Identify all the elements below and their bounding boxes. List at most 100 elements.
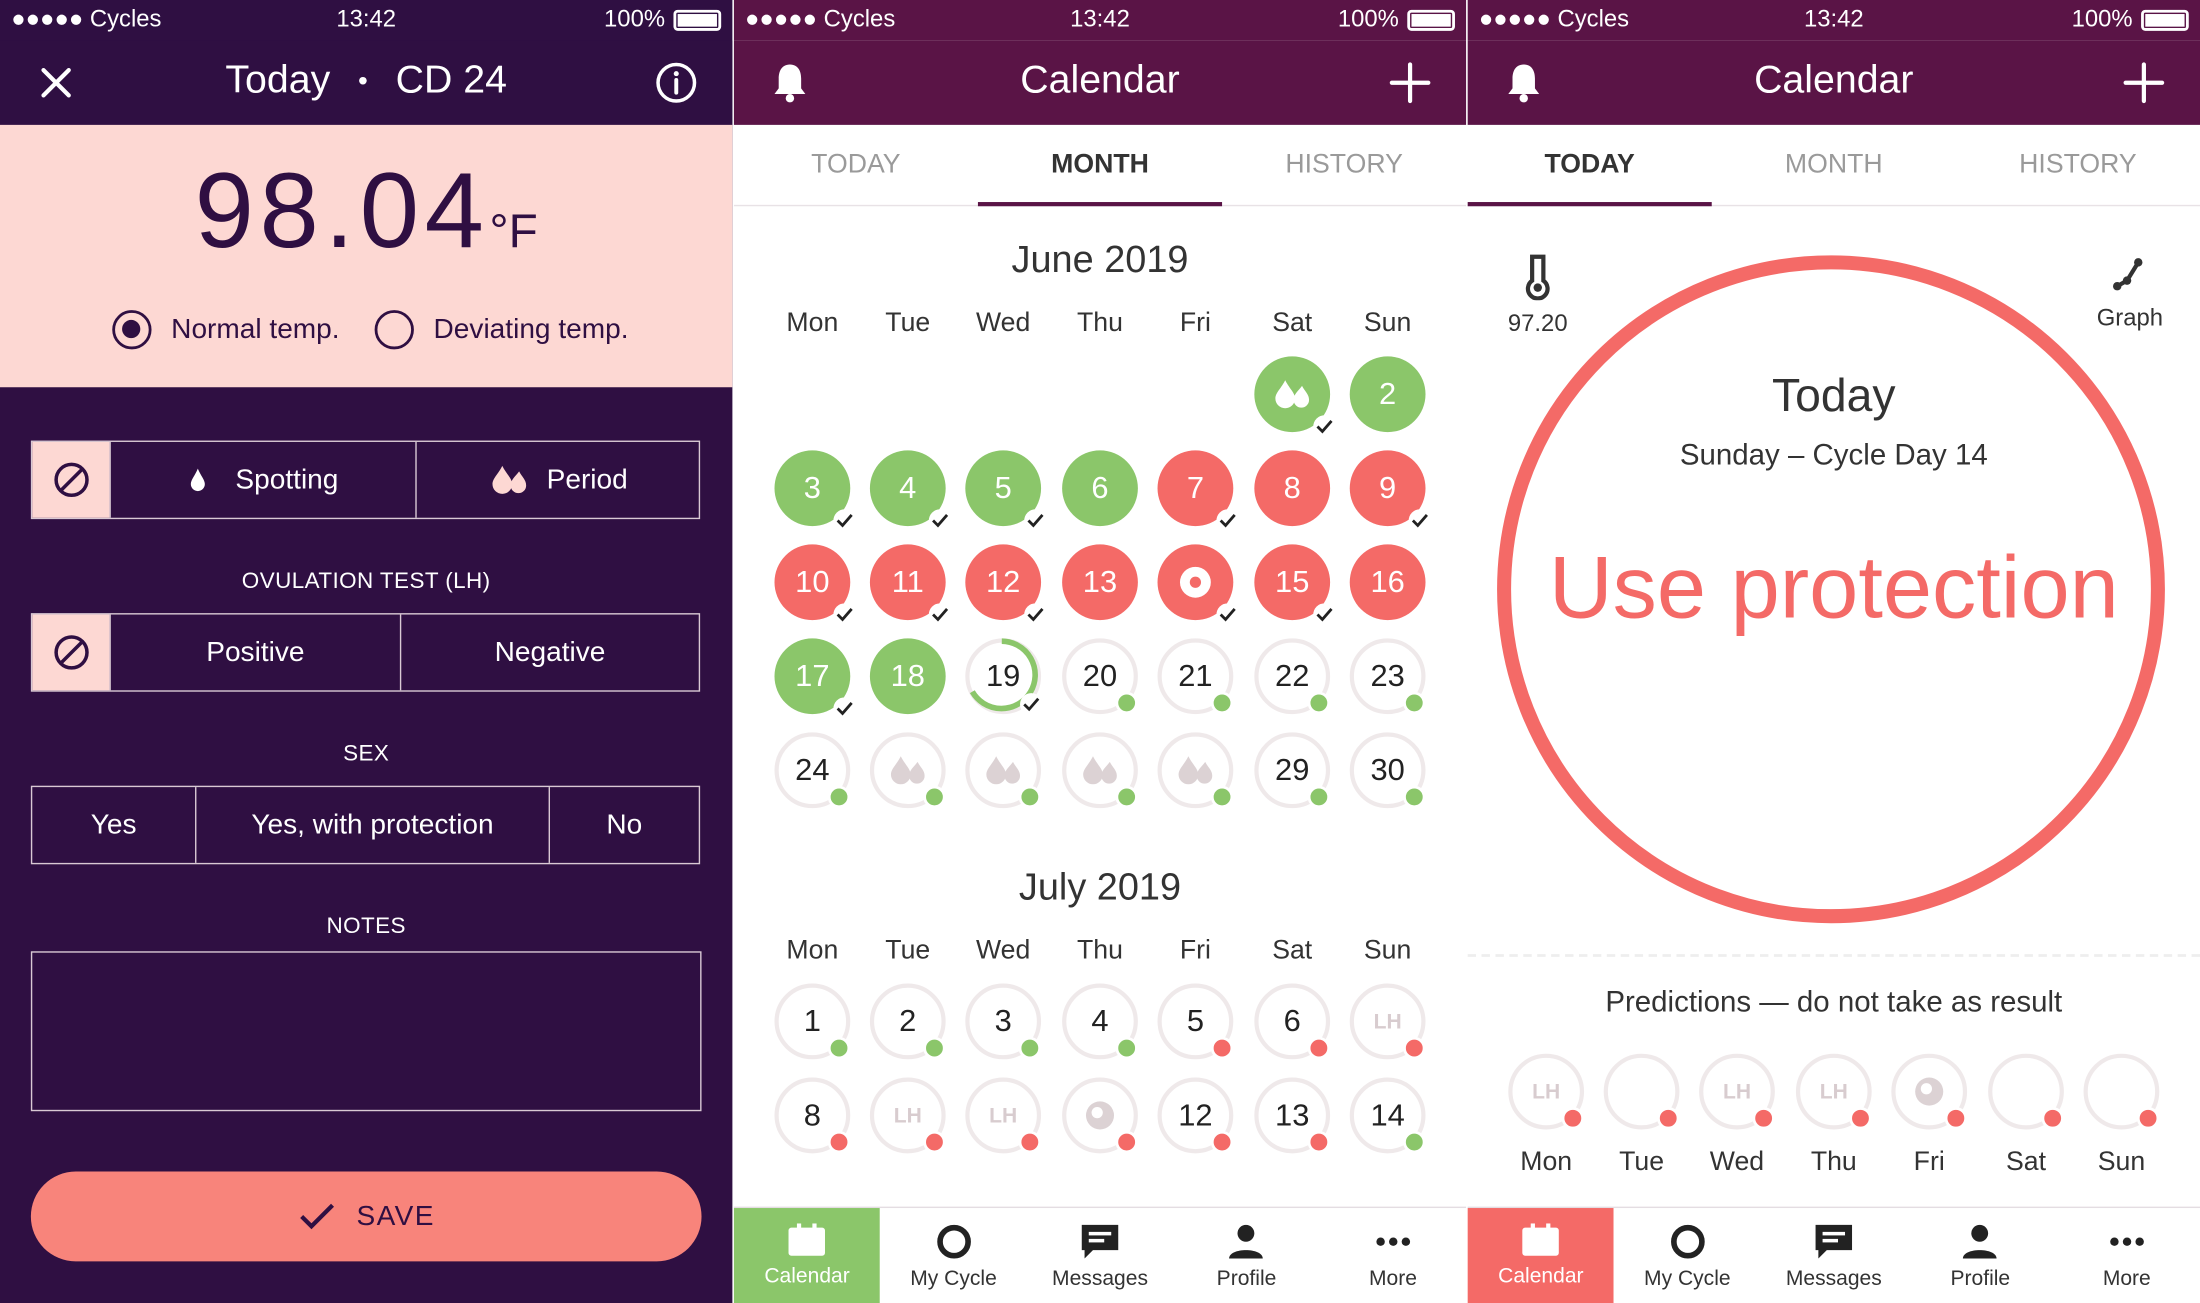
- add-icon[interactable]: [1385, 58, 1436, 109]
- calendar-day[interactable]: [1157, 732, 1234, 809]
- calendar-day[interactable]: 5: [1157, 983, 1234, 1060]
- nav-profile[interactable]: Profile: [1173, 1208, 1319, 1303]
- weekday-label: Sat: [1272, 308, 1313, 339]
- day-number: 11: [891, 564, 924, 600]
- calendar-tabs: TODAY MONTH HISTORY: [1467, 125, 2200, 207]
- nav-profile[interactable]: Profile: [1907, 1208, 2053, 1303]
- deviating-temp-radio[interactable]: Deviating temp.: [374, 310, 629, 350]
- normal-temp-radio[interactable]: Normal temp.: [112, 310, 340, 350]
- nav-label: Calendar: [764, 1264, 850, 1289]
- spotting-button[interactable]: Spotting: [109, 441, 415, 518]
- nav-label: More: [2102, 1266, 2151, 1291]
- calendar-day[interactable]: 30: [1349, 732, 1426, 809]
- weekday-label: Sun: [1363, 308, 1412, 339]
- nav-more[interactable]: More: [2054, 1208, 2200, 1303]
- add-icon[interactable]: [2119, 58, 2170, 109]
- calendar-day[interactable]: 8: [774, 1077, 851, 1154]
- calendar-day[interactable]: 18: [869, 638, 946, 715]
- check-icon: [833, 697, 856, 720]
- calendar-day[interactable]: [1254, 356, 1336, 438]
- close-icon[interactable]: [31, 58, 82, 109]
- save-button[interactable]: SAVE: [30, 1171, 702, 1262]
- calendar-day[interactable]: LH: [1349, 983, 1426, 1060]
- weekday-label: Wed: [976, 308, 1031, 339]
- nav-calendar[interactable]: Calendar: [1467, 1208, 1615, 1303]
- calendar-day[interactable]: 12: [965, 544, 1047, 626]
- calendar-day[interactable]: 2: [869, 983, 946, 1060]
- day-number: 6: [1091, 470, 1109, 506]
- nav-messages[interactable]: Messages: [1027, 1208, 1173, 1303]
- calendar-day[interactable]: 16: [1349, 544, 1426, 621]
- bell-icon[interactable]: [1498, 58, 1549, 109]
- calendar-day[interactable]: 15: [1254, 544, 1336, 626]
- ovulation-none-button[interactable]: [32, 614, 110, 691]
- tab-today[interactable]: TODAY: [811, 150, 901, 180]
- calendar-day[interactable]: 6: [1062, 450, 1138, 527]
- calendar-day[interactable]: LH: [965, 1077, 1042, 1154]
- nav-messages[interactable]: Messages: [1761, 1208, 1907, 1303]
- info-icon[interactable]: [651, 58, 702, 109]
- day-number: 4: [899, 470, 917, 506]
- safe-day-dot: [1307, 785, 1331, 809]
- calendar-day[interactable]: 3: [774, 450, 856, 532]
- calendar-day[interactable]: 13: [1254, 1077, 1331, 1154]
- bell-icon[interactable]: [765, 58, 816, 109]
- calendar-day[interactable]: 23: [1349, 638, 1426, 715]
- sex-yes-button[interactable]: Yes: [32, 787, 195, 863]
- calendar-day[interactable]: 8: [1254, 450, 1331, 527]
- calendar-day[interactable]: 3: [965, 983, 1042, 1060]
- tab-month[interactable]: MONTH: [977, 125, 1223, 207]
- calendar-day[interactable]: 19: [965, 638, 1043, 716]
- tab-month[interactable]: MONTH: [1784, 150, 1883, 180]
- calendar-day[interactable]: 13: [1062, 544, 1138, 621]
- calendar-day[interactable]: 14: [1349, 1077, 1426, 1154]
- calendar-day[interactable]: [869, 732, 946, 809]
- nav-more[interactable]: More: [1320, 1208, 1466, 1303]
- calendar-day[interactable]: [1157, 544, 1239, 626]
- calendar-day[interactable]: 6: [1254, 983, 1331, 1060]
- calendar-day[interactable]: 11: [869, 544, 952, 626]
- tab-history[interactable]: HISTORY: [2019, 150, 2137, 180]
- calendar-day[interactable]: [1062, 732, 1138, 809]
- status-bar: ●●●●● Cycles 13:42 100%: [0, 0, 732, 41]
- calendar-day[interactable]: 4: [1062, 983, 1138, 1060]
- negative-button[interactable]: Negative: [399, 614, 699, 691]
- period-button[interactable]: Period: [415, 441, 698, 518]
- calendar-day[interactable]: 1: [774, 983, 851, 1060]
- positive-button[interactable]: Positive: [109, 614, 399, 691]
- sex-protected-button[interactable]: Yes, with protection: [195, 787, 549, 863]
- calendar-day[interactable]: [1062, 1077, 1138, 1154]
- notes-field[interactable]: [30, 951, 702, 1112]
- nav-calendar[interactable]: Calendar: [733, 1208, 881, 1303]
- calendar-day[interactable]: 17: [774, 638, 856, 720]
- day-number: 5: [1186, 1003, 1205, 1039]
- nav-my-cycle[interactable]: My Cycle: [880, 1208, 1026, 1303]
- nav-my-cycle[interactable]: My Cycle: [1614, 1208, 1760, 1303]
- calendar-day[interactable]: 7: [1157, 450, 1239, 532]
- calendar-day[interactable]: 29: [1254, 732, 1331, 809]
- tab-today[interactable]: TODAY: [1467, 125, 1712, 207]
- temperature-value[interactable]: 98.04°F: [0, 150, 732, 272]
- calendar-day[interactable]: 12: [1157, 1077, 1234, 1154]
- calendar-day[interactable]: [965, 732, 1042, 809]
- tab-history[interactable]: HISTORY: [1285, 150, 1403, 180]
- calendar-day[interactable]: 21: [1157, 638, 1234, 715]
- calendar-day[interactable]: 24: [774, 732, 851, 809]
- day-number: 9: [1379, 470, 1397, 506]
- battery-label: 100%: [2071, 5, 2133, 33]
- calendar-day[interactable]: 4: [869, 450, 952, 532]
- calendar-day[interactable]: LH: [869, 1077, 946, 1154]
- calendar-day[interactable]: 10: [774, 544, 856, 626]
- calendar-day[interactable]: 20: [1062, 638, 1138, 715]
- bleeding-none-button[interactable]: [32, 441, 110, 518]
- calendar-day[interactable]: 5: [965, 450, 1047, 532]
- graph-shortcut[interactable]: Graph: [2091, 255, 2170, 332]
- calendar-day[interactable]: 22: [1254, 638, 1331, 715]
- carrier-label: ●●●●● Cycles: [11, 5, 162, 33]
- temperature-shortcut[interactable]: 97.20: [1498, 253, 1577, 339]
- safe-day-dot: [1115, 785, 1138, 809]
- day-number: 21: [1178, 658, 1213, 694]
- sex-no-button[interactable]: No: [548, 787, 699, 863]
- calendar-day[interactable]: 9: [1349, 450, 1432, 532]
- calendar-day[interactable]: 2: [1349, 356, 1426, 433]
